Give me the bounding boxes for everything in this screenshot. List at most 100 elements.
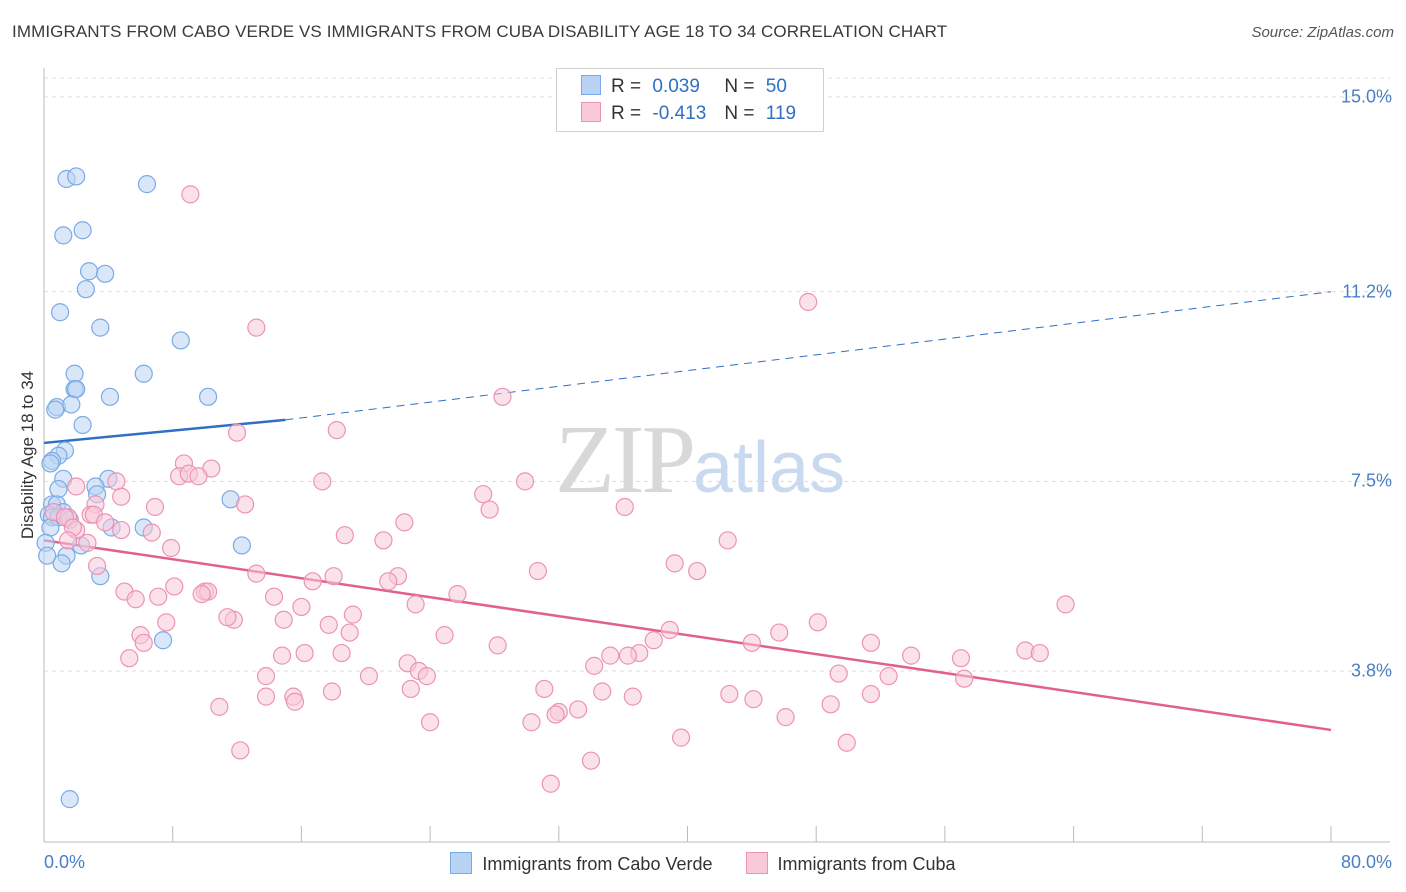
cuba-point	[274, 610, 293, 629]
cuba-point	[955, 669, 974, 688]
cuba-point	[87, 556, 107, 576]
cabo-verde-trend-line	[43, 418, 286, 445]
data-points	[36, 167, 1075, 809]
cuba-point	[546, 705, 565, 724]
cuba-point	[861, 684, 880, 704]
cabo-verde-point	[73, 415, 92, 435]
n-label: N =	[724, 103, 755, 124]
r-label: R =	[611, 76, 642, 97]
cuba-point	[435, 626, 454, 645]
cuba-point	[343, 605, 362, 624]
cuba-point	[319, 615, 338, 634]
cuba-point	[623, 687, 642, 706]
cuba-point	[126, 590, 145, 609]
legend-label: Immigrants from Cabo Verde	[482, 854, 713, 874]
y-tick-label: 15.0%	[1340, 86, 1392, 107]
cuba-point	[615, 497, 634, 517]
cuba-point	[535, 679, 554, 699]
legend-item-cabo-verde: Immigrants from Cabo Verde	[450, 852, 713, 875]
cuba-point	[379, 572, 398, 591]
cuba-point	[474, 485, 493, 504]
cabo-verde-point	[198, 387, 218, 406]
cuba-point	[902, 646, 921, 665]
cuba-point	[528, 561, 547, 581]
cuba-point	[720, 684, 739, 704]
cuba-point	[59, 531, 78, 550]
cuba-point	[744, 690, 763, 709]
cuba-point	[359, 667, 379, 686]
cuba-point	[264, 587, 284, 606]
cuba-point	[585, 656, 604, 675]
cuba-point	[192, 585, 211, 604]
cuba-point	[665, 554, 684, 573]
watermark: ZIPatlas	[555, 402, 845, 516]
cuba-point	[231, 741, 250, 760]
cuba-point	[292, 597, 311, 617]
cuba-point	[256, 667, 276, 686]
cuba-point	[401, 679, 420, 699]
cuba-point	[493, 387, 512, 406]
cuba-point	[569, 700, 588, 719]
cabo-verde-point	[73, 221, 92, 240]
cuba-point	[235, 495, 255, 514]
cuba-point	[157, 613, 176, 632]
cuba-point	[142, 523, 161, 542]
n-value: 50	[765, 76, 787, 97]
cuba-point	[742, 633, 761, 652]
cabo-verde-point	[41, 518, 60, 537]
n-label: N =	[724, 76, 755, 97]
cuba-point	[644, 631, 663, 650]
cuba-point	[1030, 643, 1049, 663]
cuba-point	[417, 667, 436, 686]
cabo-verde-swatch	[450, 852, 473, 874]
cuba-point	[227, 423, 247, 442]
legend-label: Immigrants from Cuba	[777, 854, 956, 874]
cabo-verde-point	[153, 631, 173, 650]
cuba-point	[149, 587, 168, 606]
legend-item-cuba: Immigrants from Cuba	[745, 852, 956, 875]
y-tick-label: 3.8%	[1350, 660, 1392, 681]
cuba-point	[770, 623, 789, 642]
cuba-point	[1056, 595, 1075, 614]
cuba-swatch	[581, 102, 601, 122]
y-tick-label: 11.2%	[1342, 281, 1392, 302]
cuba-point	[67, 477, 86, 496]
cuba-point	[189, 467, 208, 486]
watermark-zip: ZIP	[555, 406, 696, 514]
r-value: -0.413	[652, 103, 707, 124]
cabo-verde-point	[79, 262, 99, 281]
cabo-verde-point	[60, 790, 79, 809]
cuba-point	[256, 687, 276, 706]
cuba-point	[448, 585, 467, 604]
cuba-point	[247, 564, 266, 583]
cuba-point	[218, 608, 237, 627]
cuba-point	[322, 682, 342, 701]
cuba-point	[660, 620, 679, 640]
cuba-point	[541, 774, 560, 793]
cuba-point	[112, 520, 131, 540]
cuba-point	[134, 633, 153, 652]
cuba-point	[618, 646, 638, 665]
cuba-point	[808, 613, 827, 632]
cabo-verde-point	[38, 546, 57, 565]
cabo-verde-point	[134, 364, 153, 383]
cuba-point	[107, 472, 126, 491]
cuba-point	[879, 667, 898, 686]
watermark-atlas: atlas	[693, 428, 846, 508]
cuba-point	[581, 751, 601, 770]
n-value: 119	[765, 103, 797, 124]
cabo-verde-point	[67, 167, 86, 186]
cabo-verde-point	[41, 454, 60, 473]
cabo-verde-point	[232, 536, 251, 555]
trend-lines	[43, 291, 1332, 732]
cabo-verde-swatch	[581, 75, 601, 95]
cuba-point	[332, 643, 351, 663]
cuba-point	[837, 733, 856, 752]
legend-row-cabo-verde: R = 0.039 N = 50	[581, 75, 787, 98]
cuba-point	[295, 643, 314, 663]
cabo-verde-point	[50, 303, 70, 322]
cuba-point	[145, 497, 165, 517]
cuba-point	[688, 561, 707, 581]
cuba-point	[718, 531, 737, 550]
